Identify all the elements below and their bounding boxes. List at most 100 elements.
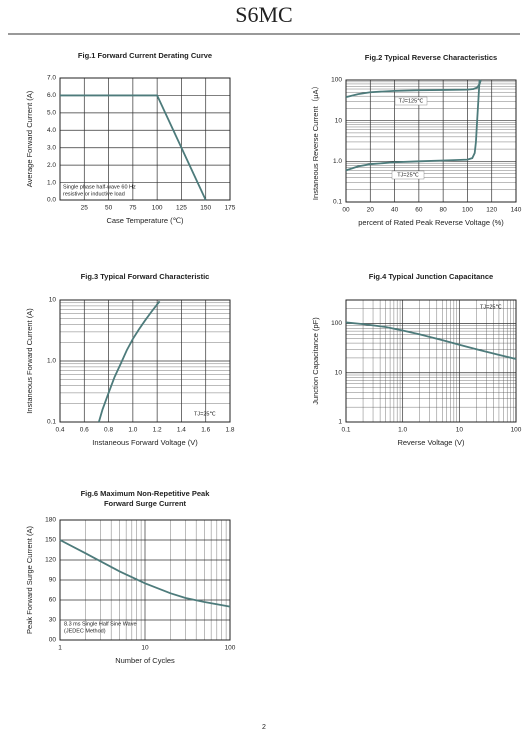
y-tick-label: 90 (49, 577, 57, 584)
x-tick-label: 1.4 (177, 427, 186, 434)
x-tick-label: 10 (456, 427, 464, 434)
y-tick-label: 100 (331, 320, 342, 327)
x-tick-label: 0.1 (341, 427, 350, 434)
chart-title: Fig.4 Typical Junction Capacitance (369, 272, 493, 281)
annotation: 8.3 ms Single Half Sine Wave (64, 621, 137, 627)
y-tick-label: 10 (335, 117, 343, 124)
x-tick-label: 0.6 (80, 427, 89, 434)
x-tick-label: 1.0 (128, 427, 137, 434)
x-axis-label: Case Temperature (℃) (106, 216, 184, 225)
x-tick-label: 25 (81, 205, 89, 212)
y-axis-label: Junction Capacitance (pF) (311, 317, 320, 405)
x-tick-label: 1 (58, 645, 62, 652)
y-axis-label: Peak Forward Surge Current (A) (25, 526, 34, 634)
chart: 00 30 60 90 120 150 180 1 10 100 8.3 ms Single Hal… (25, 489, 236, 665)
y-tick-label: 00 (49, 637, 57, 644)
y-tick-label: 1.0 (47, 179, 56, 186)
chart: 1 10 100 0.1 1.0 10 100 TJ=25℃ Fig.4 Typical Jun… (311, 272, 522, 447)
chart-title: Fig.2 Typical Reverse Characteristics (365, 53, 497, 62)
x-tick-label: 1.2 (153, 427, 162, 434)
x-tick-label: 1.0 (398, 427, 407, 434)
y-tick-label: 6.0 (47, 92, 56, 99)
curve (345, 321, 517, 360)
curve (345, 79, 482, 98)
plot-frame (59, 519, 231, 641)
x-tick-label: 100 (462, 207, 473, 214)
y-tick-label: 3.0 (47, 144, 56, 151)
chart-title: Forward Surge Current (104, 499, 187, 508)
x-tick-label: 20 (367, 207, 375, 214)
x-axis-label: Instaneous Forward Voltage (V) (92, 438, 198, 447)
x-tick-label: 75 (129, 205, 137, 212)
x-tick-label: 0.4 (55, 427, 64, 434)
x-tick-label: 1.8 (225, 427, 234, 434)
y-tick-label: 30 (49, 617, 57, 624)
y-tick-label: 2.0 (47, 162, 56, 169)
y-axis-label: Average Forward Current (A) (25, 90, 34, 187)
y-tick-label: 0.1 (333, 199, 342, 206)
plot-frame (345, 299, 517, 423)
plot-frame (59, 77, 231, 201)
x-tick-label: 10 (141, 645, 149, 652)
y-tick-label: 4.0 (47, 127, 56, 134)
y-tick-label: 10 (49, 297, 57, 304)
x-tick-label: 1.6 (201, 427, 210, 434)
x-axis-label: Reverse Voltage (V) (397, 438, 465, 447)
page-title: S6MC (235, 2, 292, 27)
y-tick-label: 1 (338, 419, 342, 426)
y-tick-label: 150 (45, 537, 56, 544)
x-tick-label: 40 (391, 207, 399, 214)
x-tick-label: 100 (511, 427, 522, 434)
x-tick-label: 175 (225, 205, 236, 212)
chart: 0.1 1.0 10 100 00 20 40 60 80 100 120 140 TJ=125℃ TJ=… (311, 53, 522, 227)
plot-frame (59, 299, 231, 423)
y-tick-label: 0.0 (47, 197, 56, 204)
chart-title: Fig.6 Maximum Non-Repetitive Peak (81, 489, 211, 498)
x-tick-label: 140 (511, 207, 522, 214)
chart-title: Fig.1 Forward Current Derating Curve (78, 51, 212, 60)
chart: 0.0 1.0 2.0 3.0 4.0 5.0 6.0 7.0 25 50 75 100 125 150 1… (25, 51, 236, 225)
x-tick-label: 150 (200, 205, 211, 212)
chart: 0.1 1.0 10 0.4 0.6 0.8 1.0 1.2 1.4 1.6 1.8 TJ=25℃ Fi… (25, 272, 235, 447)
plot-frame (345, 79, 517, 203)
curve-label: TJ=125℃ (399, 98, 424, 104)
curve (97, 300, 161, 423)
annotation: (JEDEC Method) (64, 628, 106, 634)
y-tick-label: 120 (45, 557, 56, 564)
x-tick-label: 100 (152, 205, 163, 212)
x-tick-label: 100 (225, 645, 236, 652)
x-axis-label: percent of Rated Peak Reverse Voltage (%… (358, 218, 504, 227)
y-tick-label: 7.0 (47, 75, 56, 82)
annotation: resistive or inductive load (63, 191, 125, 197)
y-tick-label: 10 (335, 369, 343, 376)
curve-label-box (391, 170, 425, 180)
x-tick-label: 120 (486, 207, 497, 214)
curve (60, 94, 207, 201)
y-tick-label: 1.0 (47, 358, 56, 365)
chart-title: Fig.3 Typical Forward Characteristic (81, 272, 210, 281)
y-tick-label: 60 (49, 597, 57, 604)
x-tick-label: 80 (440, 207, 448, 214)
y-axis-label: Instaneous Forward Current (A) (25, 308, 34, 414)
curve (59, 539, 231, 608)
y-tick-label: 1.0 (333, 158, 342, 165)
y-tick-label: 100 (331, 77, 342, 84)
y-tick-label: 180 (45, 517, 56, 524)
annotation: Single phase half-wave 60 Hz (63, 184, 136, 190)
curve-label-box (394, 96, 428, 106)
curve (345, 79, 481, 172)
y-tick-label: 0.1 (47, 419, 56, 426)
x-tick-label: 50 (105, 205, 113, 212)
x-tick-label: 60 (415, 207, 423, 214)
page-number: 2 (262, 724, 266, 731)
y-axis-label: Instaneous Reverse Current（μA） (311, 82, 320, 200)
curve-label: TJ=25℃ (397, 172, 419, 178)
annotation: TJ=25℃ (480, 304, 502, 310)
x-tick-label: 125 (176, 205, 187, 212)
annotation: TJ=25℃ (194, 411, 216, 417)
x-axis-label: Number of Cycles (115, 656, 175, 665)
x-tick-label: 0.8 (104, 427, 113, 434)
y-tick-label: 5.0 (47, 110, 56, 117)
